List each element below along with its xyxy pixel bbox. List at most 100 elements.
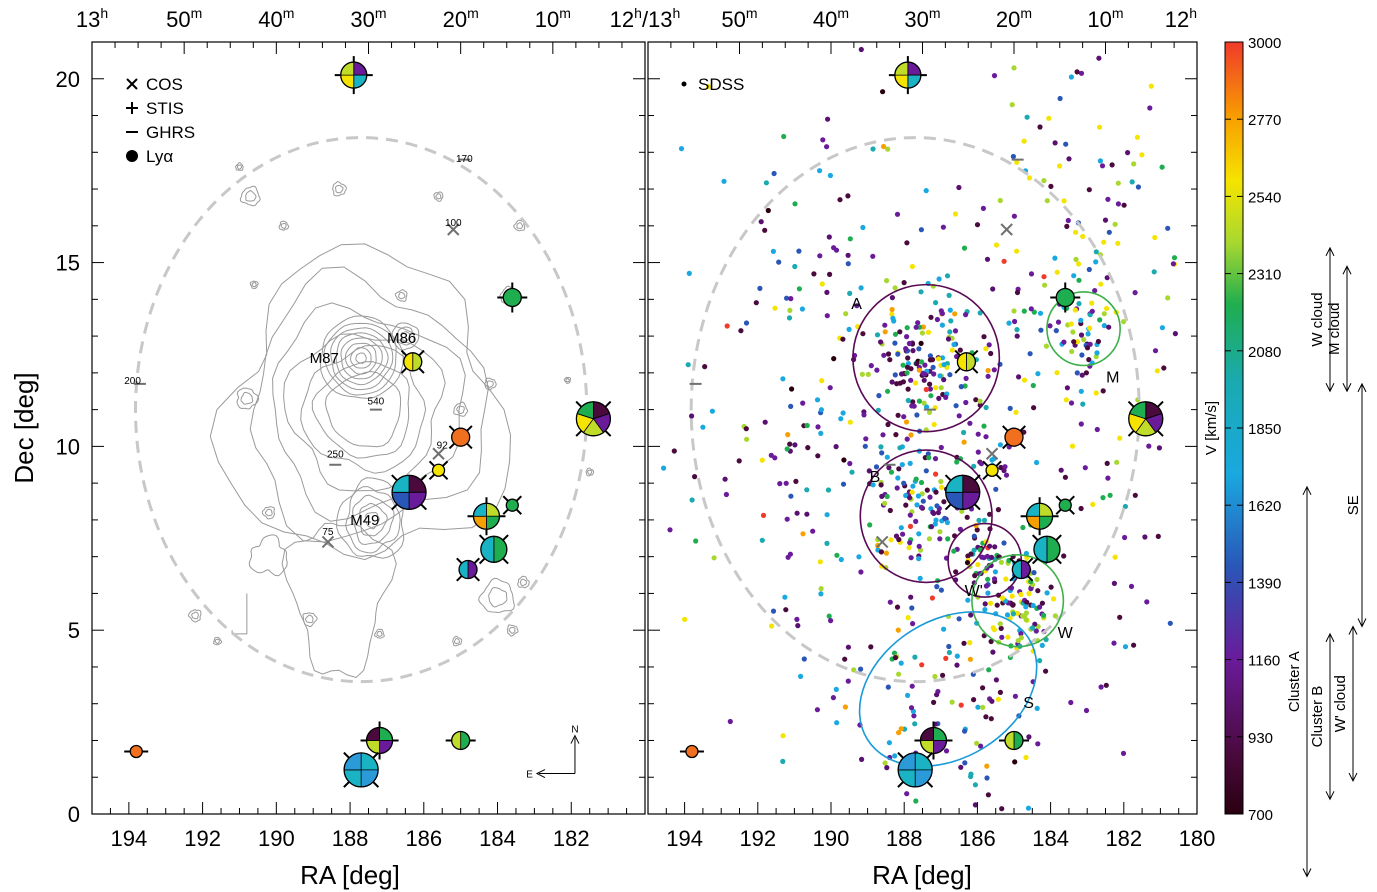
sdss-galaxy — [892, 285, 898, 291]
tick-unit: m — [467, 5, 479, 21]
sdss-galaxy — [980, 685, 986, 691]
sdss-galaxy — [1013, 409, 1019, 415]
sdss-galaxy — [927, 386, 934, 392]
sdss-galaxy — [804, 487, 810, 493]
cb-tick-label: 2540 — [1248, 189, 1281, 206]
virial-ellipse — [689, 136, 1141, 684]
contour — [340, 337, 383, 380]
absorber-outline — [391, 474, 427, 510]
sdss-galaxy — [1093, 249, 1099, 255]
sdss-galaxy — [920, 498, 926, 504]
y-tick-label: 20 — [56, 67, 80, 92]
sdss-galaxy — [992, 544, 998, 550]
sdss-galaxy — [938, 587, 945, 593]
sdss-galaxy — [1034, 459, 1040, 466]
contour — [231, 593, 248, 635]
sdss-galaxy — [1028, 271, 1035, 277]
sdss-galaxy — [918, 504, 925, 510]
sdss-galaxy — [898, 660, 904, 666]
sdss-galaxy — [1154, 368, 1160, 374]
sdss-galaxy — [1001, 540, 1007, 546]
absorber-outline — [365, 726, 394, 755]
sdss-galaxy — [1082, 465, 1088, 471]
contour — [213, 636, 223, 646]
sdss-galaxy — [884, 765, 890, 771]
sdss-galaxy — [1079, 372, 1085, 378]
sdss-galaxy — [762, 227, 768, 233]
sdss-galaxy — [971, 533, 977, 539]
sdss-galaxy — [770, 248, 777, 254]
sdss-galaxy — [1011, 308, 1017, 314]
sdss-galaxy — [1083, 707, 1090, 714]
sdss-galaxy — [962, 728, 968, 734]
contour — [323, 322, 397, 396]
sdss-galaxy — [1080, 401, 1086, 407]
contour — [585, 467, 595, 477]
sdss-galaxy — [1121, 319, 1127, 325]
sdss-galaxy — [887, 357, 893, 363]
sdss-galaxy — [991, 73, 998, 79]
contour — [478, 577, 515, 614]
legend-label: COS — [146, 75, 183, 94]
cos-markers — [876, 223, 1013, 549]
sdss-galaxy — [914, 502, 920, 508]
sdss-galaxy — [1058, 467, 1064, 473]
contour — [516, 222, 524, 230]
range-label: W cloud — [1309, 292, 1326, 346]
sdss-galaxy — [1014, 610, 1021, 616]
sdss-galaxy — [826, 613, 832, 619]
sdss-galaxy — [1047, 323, 1053, 329]
sdss-galaxy — [845, 193, 851, 199]
sdss-galaxy — [1128, 583, 1135, 590]
sdss-galaxy — [984, 763, 990, 769]
sdss-galaxy — [922, 362, 928, 368]
sdss-galaxy — [845, 252, 851, 258]
contour — [334, 185, 344, 194]
contour — [300, 344, 427, 474]
sdss-galaxy — [794, 510, 800, 516]
sdss-galaxy — [811, 271, 817, 277]
sdss-galaxy — [702, 364, 708, 370]
absorber-outline — [1004, 730, 1024, 751]
absorber-dot — [505, 498, 519, 512]
sdss-galaxy — [981, 334, 987, 340]
sdss-galaxy — [1134, 134, 1140, 140]
absorber — [456, 557, 480, 582]
sdss-galaxy — [887, 507, 893, 514]
sdss-galaxy — [999, 806, 1005, 812]
tick-unit: m — [1020, 5, 1032, 21]
sdss-galaxy — [958, 384, 964, 390]
sdss-galaxy — [817, 253, 823, 259]
sdss-galaxy — [939, 484, 945, 490]
range-arrow — [1342, 383, 1352, 393]
sdss-galaxy — [933, 489, 939, 495]
sdss-galaxy — [987, 511, 993, 517]
sdss-galaxy — [1152, 348, 1159, 354]
substructure-regions: A B W' M W S — [851, 283, 1121, 767]
sdss-galaxy — [1074, 69, 1080, 75]
sdss-galaxy — [933, 385, 939, 391]
sdss-galaxy — [972, 782, 979, 788]
contour — [452, 635, 463, 647]
sdss-galaxy — [692, 474, 698, 480]
contour — [488, 586, 508, 608]
x-tick-label: 186 — [959, 826, 996, 851]
tick-value: 30 — [904, 7, 928, 32]
sdss-galaxy — [983, 404, 989, 411]
sdss-galaxy — [870, 253, 876, 259]
absorber — [343, 751, 380, 788]
sdss-galaxy — [682, 616, 688, 623]
x-tick-label: 182 — [1105, 826, 1142, 851]
sdss-galaxy — [988, 600, 994, 606]
sdss-galaxy — [800, 400, 806, 406]
contour — [374, 628, 385, 639]
contour — [240, 391, 254, 405]
sdss-galaxy — [930, 364, 936, 370]
sdss-galaxy — [1035, 371, 1041, 377]
sdss-galaxy — [997, 621, 1003, 627]
x-tick-label: 192 — [184, 826, 221, 851]
sdss-galaxy — [946, 292, 952, 298]
absorber — [502, 495, 522, 515]
sdss-galaxy — [975, 431, 981, 437]
cos-marker — [1000, 223, 1013, 236]
